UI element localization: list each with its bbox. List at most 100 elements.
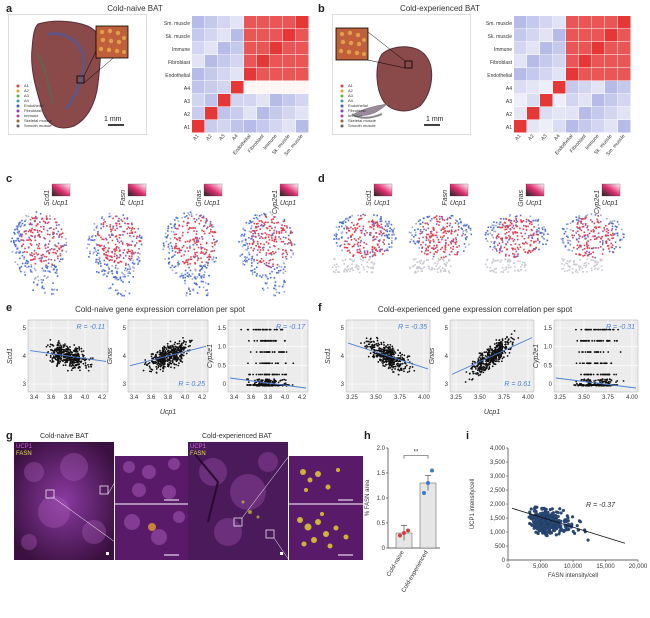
scatter-point (497, 354, 500, 357)
heatmap-cell (514, 42, 527, 55)
scatter-point (68, 351, 71, 354)
scatter-point (386, 343, 389, 346)
scatter-point (54, 357, 56, 360)
scatter-point (471, 368, 473, 370)
scatter-point (570, 515, 575, 519)
scatter-point (78, 355, 80, 357)
scatter-point (399, 369, 402, 371)
heatmap-cell (579, 29, 592, 42)
scatter-point (482, 369, 485, 371)
scatter-point (90, 365, 93, 368)
heatmap-cell (618, 120, 631, 133)
x-tick-label: 4.00 (626, 395, 638, 401)
scatter-point (382, 364, 385, 367)
scatter-point (178, 342, 180, 345)
scatter-point (379, 350, 382, 353)
scatter-point (484, 368, 487, 371)
scatter-point (87, 365, 90, 368)
scatter-point (583, 362, 585, 365)
spatial-map-gnas: Gnas Ucp1 (484, 183, 549, 274)
scatter-point (468, 372, 471, 375)
scatter-point (619, 351, 622, 353)
scatter-point (57, 344, 60, 346)
scatter-point (168, 352, 171, 354)
scatter-point (491, 365, 494, 368)
scatter-point (594, 351, 597, 353)
scatter-point (481, 352, 484, 355)
scatter-point (82, 354, 85, 357)
x-tick-label: 3.25 (554, 395, 566, 401)
scatter-point (182, 349, 185, 351)
x-tick-label: 3.75 (394, 395, 406, 401)
data-point (422, 491, 426, 495)
heatmap-cell (244, 120, 257, 133)
heatmap-cell (618, 16, 631, 29)
scatter-point (150, 370, 153, 373)
scatter-point (49, 356, 52, 359)
scatter-point (174, 350, 176, 353)
scatter-point (365, 337, 368, 340)
scatter-point (144, 361, 147, 364)
scatter-point (607, 339, 610, 342)
scatter-point (377, 361, 380, 363)
micro-naive-overlay (14, 442, 189, 560)
scatter-point (588, 362, 590, 365)
heatmap-cell (283, 16, 296, 29)
scatter-point (146, 364, 149, 367)
scatter-point (273, 328, 276, 331)
scatter-point (597, 373, 599, 376)
ref-gene-label: Ucp1 (450, 200, 466, 207)
spot-cloud (332, 213, 397, 274)
scatter-point (565, 514, 569, 518)
heatmap-cell (553, 81, 566, 94)
scatter-point (388, 366, 390, 369)
scatter-point (586, 384, 588, 386)
heatmap-cell (566, 16, 579, 29)
scatter-point (380, 355, 382, 357)
scatter-point (482, 365, 484, 368)
scatter-point (69, 358, 72, 360)
heatmap-cell (618, 29, 631, 42)
scatter-point (504, 351, 507, 354)
scatter-point (393, 353, 395, 356)
heatmap-row-label: Sm. muscle (164, 21, 190, 27)
heatmap-cell (192, 29, 205, 42)
scatter-point (399, 357, 402, 359)
ref-gene-label: Ucp1 (280, 200, 296, 207)
scatter-point (170, 366, 172, 369)
heatmap-row-label: Endothelial (487, 73, 512, 79)
y-tick-label: 4 (23, 354, 27, 360)
scatter-point (501, 339, 504, 342)
scatter-point (62, 348, 64, 351)
scatter-point (583, 384, 585, 386)
scatter-point (189, 341, 192, 344)
scatter-point (481, 368, 483, 371)
scatter-point (164, 357, 167, 360)
scatter-point (275, 384, 277, 386)
heatmap-cell (283, 29, 296, 42)
scatter-point (283, 351, 285, 353)
heatmap-cell (270, 94, 283, 107)
scatter-point (248, 384, 250, 386)
y-tick-label: 0.5 (218, 363, 227, 369)
scatter-point (484, 355, 487, 357)
scale-bar-b-label: 1 mm (426, 116, 444, 123)
scatter-point (74, 350, 77, 353)
panel-g-right-title: Cold-experienced BAT (202, 433, 272, 440)
y-tick-label: 1.0 (544, 345, 553, 351)
scatter-point (408, 370, 411, 373)
scatter-point (75, 350, 78, 353)
scatter-point (583, 339, 586, 342)
scatter-point (70, 369, 73, 372)
scatter-point (51, 344, 54, 347)
heatmap-cell (605, 16, 618, 29)
scatter-point (617, 328, 620, 331)
scatter-point (260, 362, 263, 365)
scatter-point (262, 384, 265, 386)
y-axis-label: % FASN area (365, 479, 371, 516)
heatmap-cell (553, 68, 566, 81)
scatter-point (385, 363, 388, 366)
heatmap-row-label: Sk. muscle (166, 34, 191, 40)
heatmap-cell (270, 29, 283, 42)
scatter-point (556, 510, 560, 515)
